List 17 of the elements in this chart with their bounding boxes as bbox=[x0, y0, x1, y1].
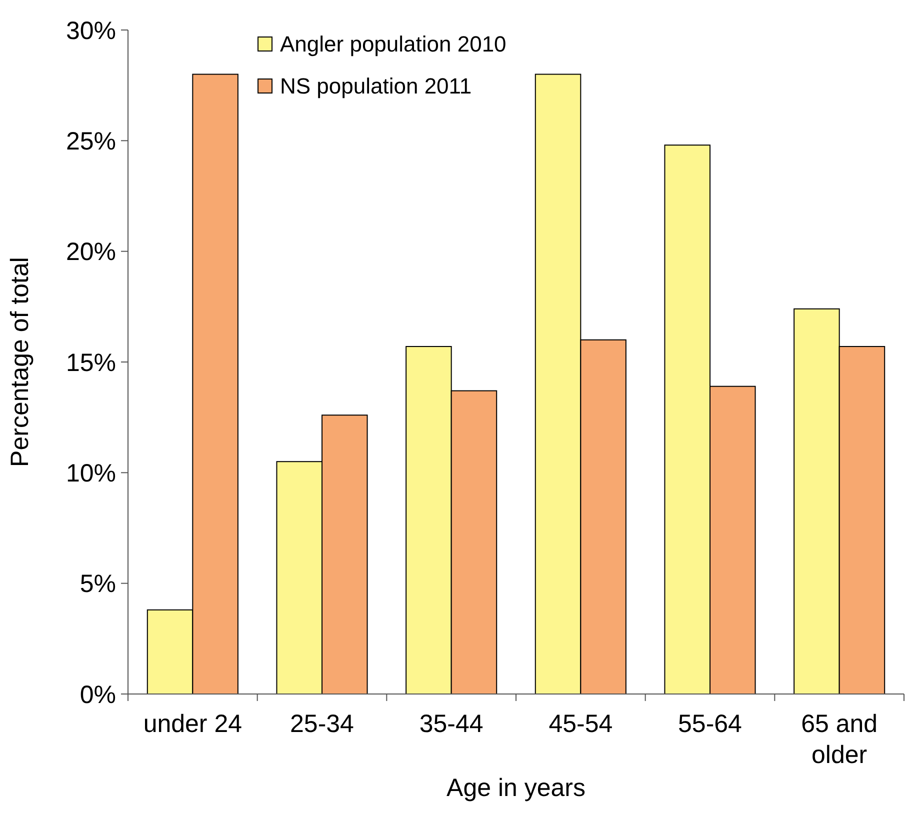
x-tick-label: 35-44 bbox=[419, 710, 484, 738]
y-tick-label: 20% bbox=[66, 238, 116, 266]
y-tick-label: 15% bbox=[66, 348, 116, 377]
x-tick-label: under 24 bbox=[143, 710, 242, 738]
y-tick-label: 30% bbox=[66, 16, 116, 45]
y-axis-title: Percentage of total bbox=[6, 257, 34, 467]
y-tick-label: 10% bbox=[66, 459, 116, 488]
x-axis-title: Age in years bbox=[446, 774, 586, 802]
x-tick-label: 55-64 bbox=[678, 710, 742, 738]
legend-label: Angler population 2010 bbox=[280, 32, 506, 57]
x-tick-label: 65 and older bbox=[801, 710, 878, 769]
y-tick-label: 5% bbox=[80, 570, 116, 598]
legend-label: NS population 2011 bbox=[280, 74, 472, 99]
x-tick-label: 25-34 bbox=[290, 710, 354, 738]
y-tick-label: 25% bbox=[66, 127, 116, 156]
y-tick-label: 0% bbox=[80, 680, 116, 709]
x-tick-label: 45-54 bbox=[548, 710, 613, 738]
